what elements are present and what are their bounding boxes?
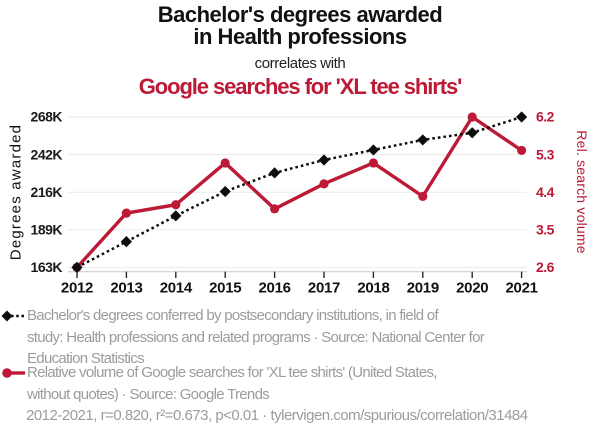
page-title: Bachelor's degrees awarded in Health pro… bbox=[157, 2, 443, 49]
y-tick-label-right: 3.5 bbox=[536, 222, 555, 238]
data-point-diamond bbox=[318, 154, 330, 166]
x-tick-label: 2020 bbox=[456, 280, 488, 297]
y-tick-label-right: 5.3 bbox=[536, 146, 555, 162]
x-tick-label: 2016 bbox=[259, 280, 291, 297]
chart-plot: 268K 6.2 242K 5.3 216K 4.4 189K 3.5 163K 2.6 2012 2… bbox=[31, 109, 556, 297]
x-tick-label: 2018 bbox=[357, 280, 389, 297]
subtitle-correlates-with: correlates with bbox=[254, 55, 346, 72]
data-point-circle bbox=[171, 200, 181, 210]
data-point-circle bbox=[121, 208, 131, 218]
data-point-circle bbox=[270, 204, 280, 214]
data-point-diamond bbox=[466, 127, 478, 139]
x-tick-label: 2019 bbox=[407, 280, 439, 297]
red-circle-line-icon bbox=[2, 368, 25, 378]
y-tick-label-right: 6.2 bbox=[536, 109, 555, 125]
legend-text-searches: Relative volume of Google searches for '… bbox=[27, 364, 437, 403]
legend-item-searches: Relative volume of Google searches for '… bbox=[1, 362, 521, 405]
x-tick-label: 2014 bbox=[160, 280, 193, 297]
correlate-title: Google searches for 'XL tee shirts' bbox=[138, 74, 463, 99]
y-tick-label-left: 268K bbox=[31, 109, 63, 125]
x-tick-label: 2015 bbox=[209, 280, 241, 297]
data-point-diamond bbox=[71, 261, 83, 273]
data-point-diamond bbox=[417, 134, 429, 146]
footer-stats: 2012-2021, r=0.820, r²=0.673, p<0.01 · t… bbox=[26, 407, 528, 424]
data-point-diamond bbox=[219, 185, 231, 198]
data-point-diamond bbox=[120, 236, 132, 248]
y-tick-label-right: 2.6 bbox=[536, 259, 555, 275]
y-tick-label-right: 4.4 bbox=[536, 184, 555, 200]
data-point-circle bbox=[368, 158, 378, 168]
black-diamond-dashed-line-icon bbox=[1, 310, 25, 322]
x-tick-label: 2021 bbox=[506, 280, 538, 297]
data-point-diamond bbox=[516, 111, 528, 123]
series-line-circle bbox=[75, 114, 523, 269]
legend-text-degrees: Bachelor's degrees conferred by postseco… bbox=[27, 307, 485, 367]
x-tick-label: 2012 bbox=[61, 280, 93, 297]
y-tick-label-left: 242K bbox=[31, 146, 63, 162]
y-tick-label-left: 189K bbox=[31, 222, 63, 238]
data-point-circle bbox=[220, 158, 230, 168]
data-point-circle bbox=[319, 179, 329, 189]
data-point-circle bbox=[467, 112, 477, 122]
y-tick-label-left: 216K bbox=[31, 184, 63, 200]
legend-item-degrees: Bachelor's degrees conferred by postseco… bbox=[1, 305, 521, 370]
data-point-circle bbox=[517, 145, 527, 156]
data-point-diamond bbox=[170, 210, 182, 222]
data-point-diamond bbox=[269, 167, 281, 179]
x-tick-label: 2017 bbox=[308, 280, 340, 297]
x-tick-label: 2013 bbox=[110, 280, 142, 297]
y-tick-label-left: 163K bbox=[31, 259, 63, 275]
data-point-diamond bbox=[367, 144, 379, 156]
data-point-circle bbox=[418, 191, 428, 201]
